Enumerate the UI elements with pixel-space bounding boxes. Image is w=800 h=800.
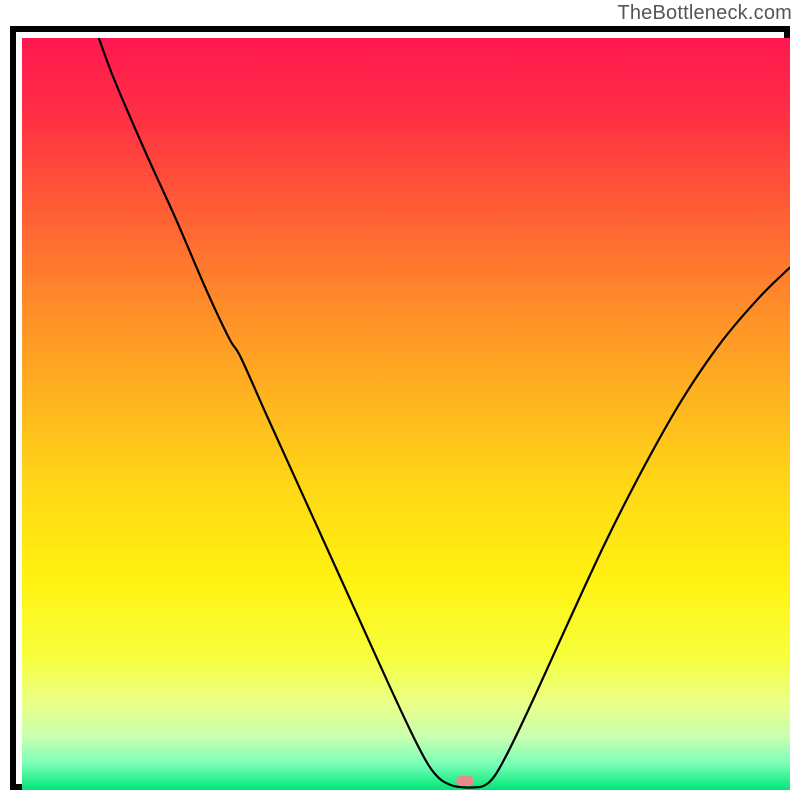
gradient-background <box>22 38 790 790</box>
bottleneck-curve-svg <box>22 38 790 790</box>
watermark-text: TheBottleneck.com <box>617 2 792 25</box>
optimal-point-marker <box>456 776 474 786</box>
chart-frame: TheBottleneck.com <box>0 0 800 800</box>
plot-border <box>10 26 790 790</box>
plot-area <box>10 26 790 790</box>
